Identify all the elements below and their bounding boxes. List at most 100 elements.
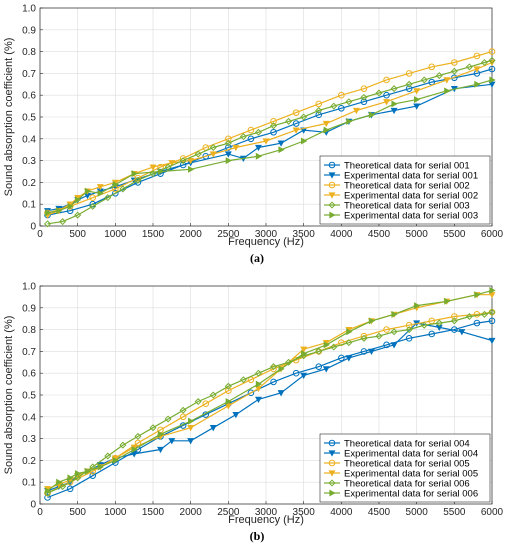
data-point: [44, 494, 51, 501]
legend-marker: [329, 211, 336, 219]
y-tick-label: 0.1: [22, 200, 36, 211]
x-axis-label: Frequency (Hz): [228, 514, 304, 526]
data-point: [254, 144, 262, 152]
data-point: [67, 202, 74, 210]
data-point: [390, 328, 398, 336]
data-point: [89, 472, 97, 479]
data-point: [390, 342, 398, 349]
data-point: [474, 291, 481, 299]
data-point: [239, 376, 247, 384]
legend-item: Experimental data for serial 006: [324, 488, 478, 499]
legend-marker: [328, 201, 336, 209]
x-tick-label: 6000: [481, 229, 504, 240]
data-point: [315, 100, 323, 108]
y-tick-label: 0.5: [22, 391, 36, 402]
x-tick-label: 0: [37, 507, 43, 518]
legend-marker: [329, 489, 336, 497]
data-point: [413, 103, 421, 110]
data-point: [194, 398, 202, 406]
data-point: [194, 150, 202, 158]
legend-marker: [328, 181, 336, 189]
data-point: [270, 363, 278, 371]
data-point: [383, 326, 390, 333]
data-point: [224, 139, 232, 147]
data-point: [247, 389, 255, 397]
legend-item: Theoretical data for serial 005: [324, 458, 470, 469]
data-point: [74, 474, 82, 482]
data-point: [270, 122, 278, 130]
data-point: [322, 366, 330, 373]
data-point: [187, 425, 195, 432]
x-tick-label: 1500: [142, 507, 165, 518]
x-tick-label: 3000: [255, 507, 278, 518]
legend-item: Theoretical data for serial 001: [324, 160, 470, 171]
legend-marker: [328, 161, 336, 169]
x-tick-label: 5000: [406, 507, 429, 518]
data-point: [368, 111, 376, 119]
data-point: [489, 286, 496, 294]
data-point: [405, 321, 413, 329]
data-point: [277, 390, 285, 397]
data-point: [360, 85, 368, 92]
data-point: [383, 91, 390, 99]
x-tick-label: 5500: [443, 229, 466, 240]
data-point: [134, 176, 142, 184]
data-point: [254, 385, 262, 393]
y-tick-label: 0.7: [22, 69, 36, 80]
data-point: [383, 76, 390, 84]
data-point: [278, 146, 285, 154]
data-point: [89, 202, 97, 210]
series-layer: [44, 48, 496, 228]
data-point: [488, 81, 496, 88]
data-point: [488, 317, 496, 325]
data-point: [67, 474, 74, 482]
x-tick-label: 3500: [293, 507, 316, 518]
chart-panel-a: 0 500 1000 1500 2000 2500 3000 3500 4000 4500 5000…: [3, 4, 504, 266]
data-point: [315, 347, 323, 355]
data-point: [435, 72, 443, 80]
y-tick-label: 0: [30, 222, 36, 233]
data-point: [480, 310, 488, 318]
data-point: [179, 406, 187, 414]
data-point: [473, 311, 481, 318]
data-point: [168, 160, 176, 167]
data-point: [489, 76, 496, 84]
data-point: [130, 451, 138, 458]
data-point: [75, 470, 82, 477]
data-point: [420, 321, 428, 329]
x-tick-label: 2500: [217, 507, 240, 518]
legend-label: Theoretical data for serial 005: [344, 458, 470, 469]
legend-item: Theoretical data for serial 004: [324, 438, 470, 449]
legend-marker: [328, 439, 336, 447]
y-tick-label: 0.9: [22, 25, 36, 36]
data-point: [59, 218, 67, 226]
legend-box: [319, 433, 491, 503]
data-point: [179, 413, 187, 421]
data-point: [179, 157, 187, 165]
data-point: [157, 430, 165, 438]
series-5: [44, 308, 496, 497]
legend-label: Theoretical data for serial 001: [344, 160, 470, 171]
data-point: [164, 163, 172, 171]
x-tick-label: 5500: [443, 507, 466, 518]
y-axis-label: Sound absorption coefficient (%): [3, 316, 15, 475]
data-point: [405, 326, 413, 334]
chart-panel-b: 0 500 1000 1500 2000 2500 3000 3500 4000 4500 5000…: [3, 282, 504, 544]
data-point: [315, 106, 323, 114]
data-point: [443, 77, 451, 84]
data-point: [330, 343, 338, 351]
data-point: [270, 118, 277, 125]
x-tick-label: 500: [69, 229, 86, 240]
data-point: [224, 151, 232, 158]
legend-item: Experimental data for serial 001: [324, 170, 478, 181]
x-tick-label: 4000: [330, 229, 353, 240]
legend-item: Experimental data for serial 005: [324, 468, 478, 479]
data-point: [352, 107, 360, 115]
y-tick-label: 1.0: [22, 4, 36, 15]
x-tick-label: 4500: [368, 229, 391, 240]
data-point: [104, 452, 112, 460]
data-point: [315, 111, 323, 119]
data-point: [149, 424, 157, 432]
data-point: [157, 168, 165, 175]
